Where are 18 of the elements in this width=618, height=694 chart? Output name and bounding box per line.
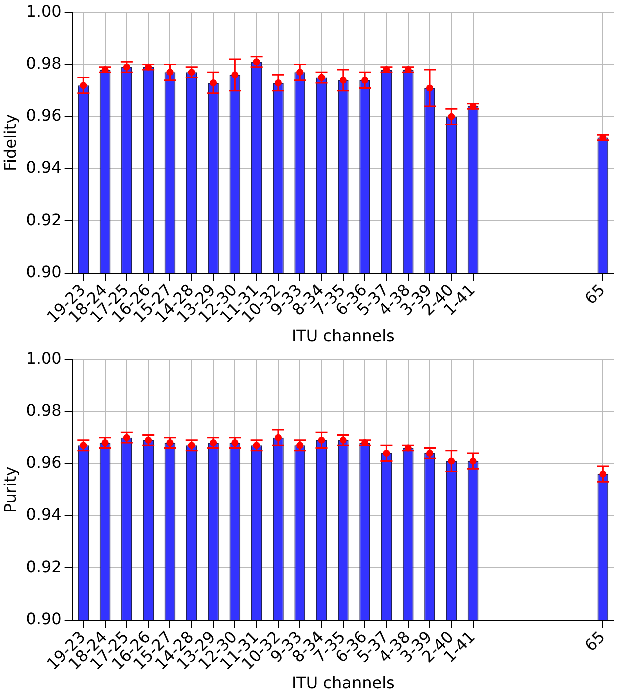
y-tick-label: 1.00 [26, 348, 62, 368]
y-tick-label: 0.96 [26, 106, 62, 126]
y-tick-label: 1.00 [26, 2, 62, 21]
x-axis-title: ITU channels [292, 326, 395, 346]
y-tick-label: 0.96 [26, 453, 62, 472]
y-axis-title: Purity [0, 466, 20, 514]
x-tick-label: 65 [581, 627, 609, 656]
y-tick-label: 0.92 [26, 557, 62, 576]
x-axis-title: ITU channels [292, 674, 395, 693]
y-axis-title: Fidelity [0, 114, 20, 172]
y-tick-label: 0.94 [26, 158, 62, 178]
y-tick-label: 0.98 [26, 54, 62, 73]
x-tick-label: 65 [581, 280, 609, 308]
y-tick-label: 0.92 [26, 210, 62, 230]
y-tick-label: 0.90 [26, 262, 62, 282]
y-tick-label: 0.98 [26, 400, 62, 420]
y-tick-label: 0.90 [26, 610, 62, 629]
y-tick-label: 0.94 [26, 505, 62, 524]
